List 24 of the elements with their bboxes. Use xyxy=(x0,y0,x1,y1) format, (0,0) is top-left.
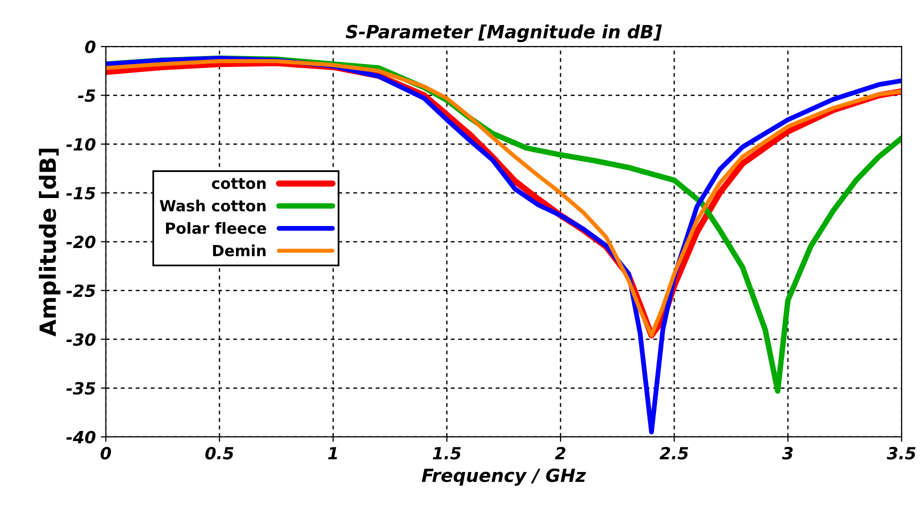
y-tick-label: -20 xyxy=(66,236,96,248)
y-tick-label: 0 xyxy=(85,40,96,54)
y-tick-label: -5 xyxy=(78,90,96,102)
x-tick-label: 1.5 xyxy=(432,447,461,460)
legend-label: Wash cotton xyxy=(160,200,266,212)
x-axis-title: Frequency / GHz xyxy=(422,468,586,486)
y-tick-label: -35 xyxy=(66,382,96,395)
legend-label: Demin xyxy=(213,244,266,256)
legend-label: Polar fleece xyxy=(166,222,266,234)
y-tick-label: -30 xyxy=(66,333,96,346)
legend-label: cotton xyxy=(212,178,266,190)
x-tick-label: 2.5 xyxy=(660,446,688,460)
chart-title: S-Parameter [Magnitude in dB] xyxy=(346,24,662,42)
x-tick-label: 1 xyxy=(328,447,338,460)
y-axis-title: Amplitude [dB] xyxy=(38,148,60,336)
y-tick-label: -10 xyxy=(66,138,96,151)
x-tick-label: 3 xyxy=(782,446,793,460)
x-tick-label: 0 xyxy=(100,446,112,460)
x-tick-label: 0.5 xyxy=(205,446,234,460)
y-tick-label: -15 xyxy=(66,187,96,200)
y-tick-label: -25 xyxy=(66,284,96,298)
x-tick-label: 3.5 xyxy=(886,446,916,460)
x-tick-label: 2 xyxy=(554,446,566,460)
y-tick-label: -40 xyxy=(66,430,96,444)
